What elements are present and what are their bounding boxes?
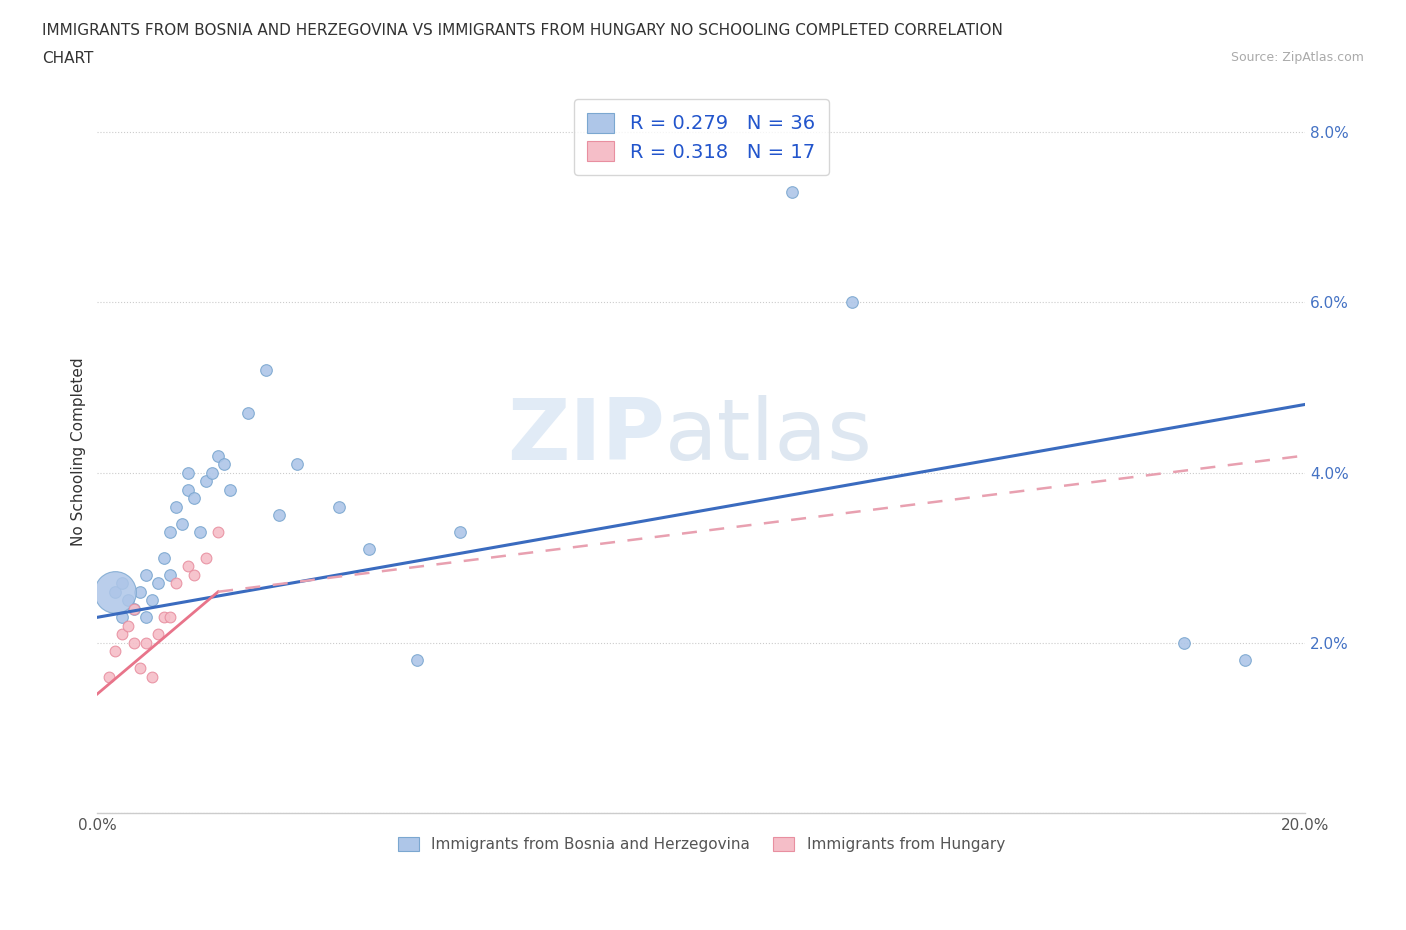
Point xyxy=(135,610,157,625)
Point xyxy=(183,491,205,506)
Point xyxy=(165,576,187,591)
Point xyxy=(841,295,863,310)
Point xyxy=(146,627,169,642)
Point xyxy=(141,670,163,684)
Point xyxy=(170,516,193,531)
Point xyxy=(104,584,127,599)
Point xyxy=(285,457,308,472)
Point xyxy=(159,610,181,625)
Point xyxy=(177,482,200,497)
Point xyxy=(135,567,157,582)
Point xyxy=(195,551,218,565)
Point xyxy=(117,592,139,607)
Point xyxy=(152,551,174,565)
Point xyxy=(117,618,139,633)
Text: ZIP: ZIP xyxy=(508,395,665,478)
Point xyxy=(212,457,235,472)
Point xyxy=(267,508,290,523)
Point xyxy=(122,602,145,617)
Point xyxy=(135,635,157,650)
Point xyxy=(159,525,181,539)
Text: IMMIGRANTS FROM BOSNIA AND HERZEGOVINA VS IMMIGRANTS FROM HUNGARY NO SCHOOLING C: IMMIGRANTS FROM BOSNIA AND HERZEGOVINA V… xyxy=(42,23,1002,38)
Point xyxy=(141,592,163,607)
Point xyxy=(122,635,145,650)
Point xyxy=(128,584,150,599)
Point xyxy=(104,584,127,599)
Point xyxy=(254,363,277,378)
Point xyxy=(110,627,132,642)
Point xyxy=(328,499,350,514)
Point xyxy=(780,184,803,199)
Point xyxy=(183,567,205,582)
Point xyxy=(165,499,187,514)
Point xyxy=(207,525,229,539)
Point xyxy=(110,576,132,591)
Point xyxy=(104,644,127,658)
Point xyxy=(195,473,218,488)
Point xyxy=(449,525,471,539)
Text: CHART: CHART xyxy=(42,51,94,66)
Text: atlas: atlas xyxy=(665,395,873,478)
Point xyxy=(177,465,200,480)
Point xyxy=(177,559,200,574)
Point xyxy=(188,525,211,539)
Y-axis label: No Schooling Completed: No Schooling Completed xyxy=(72,357,86,546)
Point xyxy=(128,661,150,676)
Point xyxy=(359,542,381,557)
Point xyxy=(122,602,145,617)
Point xyxy=(201,465,224,480)
Point xyxy=(1173,635,1195,650)
Point xyxy=(1233,653,1256,668)
Point xyxy=(152,610,174,625)
Point xyxy=(159,567,181,582)
Point xyxy=(406,653,429,668)
Point xyxy=(219,482,242,497)
Point xyxy=(146,576,169,591)
Text: Source: ZipAtlas.com: Source: ZipAtlas.com xyxy=(1230,51,1364,64)
Point xyxy=(207,448,229,463)
Point xyxy=(98,670,121,684)
Point xyxy=(238,405,260,420)
Legend: Immigrants from Bosnia and Herzegovina, Immigrants from Hungary: Immigrants from Bosnia and Herzegovina, … xyxy=(389,829,1012,859)
Point xyxy=(110,610,132,625)
